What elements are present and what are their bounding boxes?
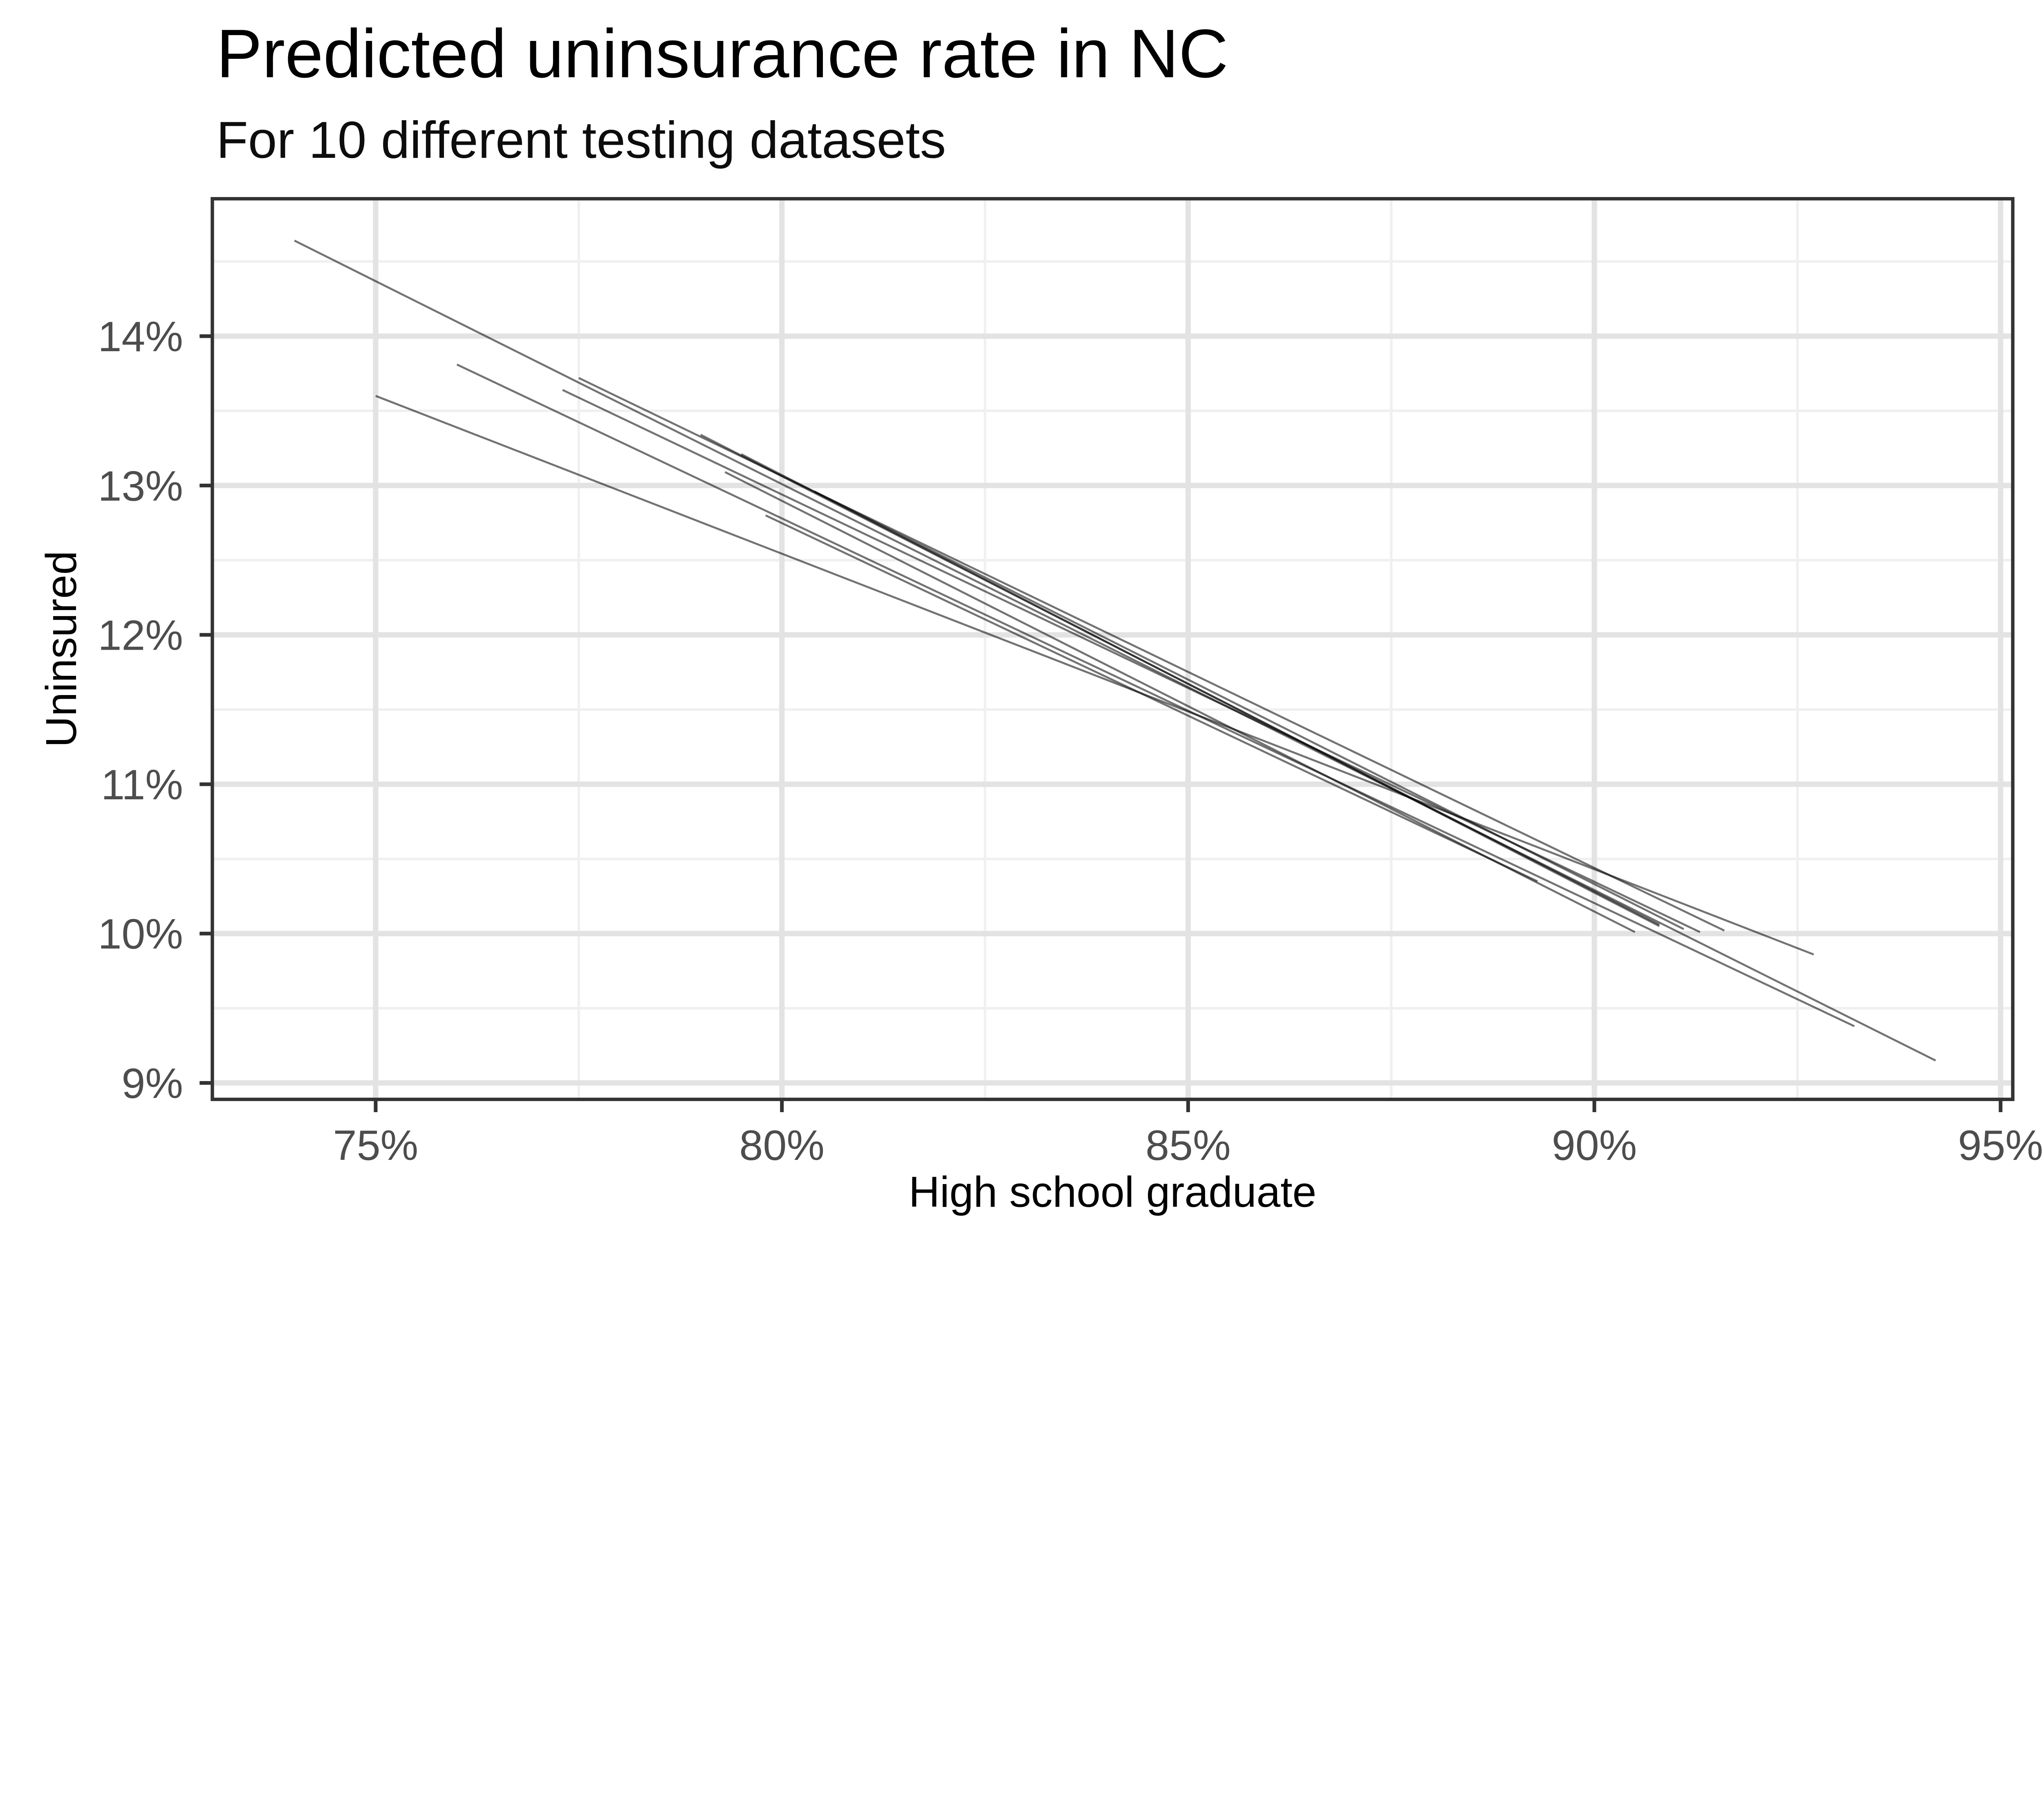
chart-subtitle: For 10 different testing datasets	[216, 111, 946, 169]
regression-lines-layer	[294, 240, 1936, 1062]
y-tick-label: 10%	[98, 911, 183, 958]
x-tick-label: 80%	[739, 1122, 824, 1169]
x-tick-label: 90%	[1552, 1122, 1637, 1169]
y-axis-title: Uninsured	[37, 551, 85, 747]
y-tick-label: 14%	[98, 313, 183, 361]
chart-figure: 75% 80% 85% 90% 95% 9% 10% 11% 12% 13% 14% Predict…	[37, 15, 2044, 1216]
regression-line	[456, 363, 1855, 1027]
regression-line	[375, 395, 1814, 955]
x-axis-title: High school graduate	[909, 1168, 1317, 1216]
x-tick-label: 75%	[333, 1122, 418, 1169]
panel-border	[211, 197, 2015, 1101]
chart-title: Predicted uninsurance rate in NC	[216, 15, 1228, 92]
tick-label-layer: 75% 80% 85% 90% 95% 9% 10% 11% 12% 13% 14%	[98, 313, 2043, 1169]
x-tick-label: 85%	[1145, 1122, 1230, 1169]
regression-line	[294, 240, 1936, 1062]
gridline-major-layer	[212, 199, 2013, 1099]
y-tick-label: 13%	[98, 462, 183, 510]
axis-layer	[199, 197, 2015, 1112]
gridline-minor-layer	[212, 199, 2013, 1099]
x-tick-label: 95%	[1958, 1122, 2043, 1169]
regression-line	[814, 490, 1684, 930]
y-tick-label: 11%	[101, 761, 183, 809]
y-tick-label: 9%	[121, 1060, 183, 1108]
y-tick-label: 12%	[98, 612, 183, 659]
uninsurance-line-chart: 75% 80% 85% 90% 95% 9% 10% 11% 12% 13% 14% Predict…	[37, 15, 2043, 1216]
regression-line	[765, 514, 1538, 882]
